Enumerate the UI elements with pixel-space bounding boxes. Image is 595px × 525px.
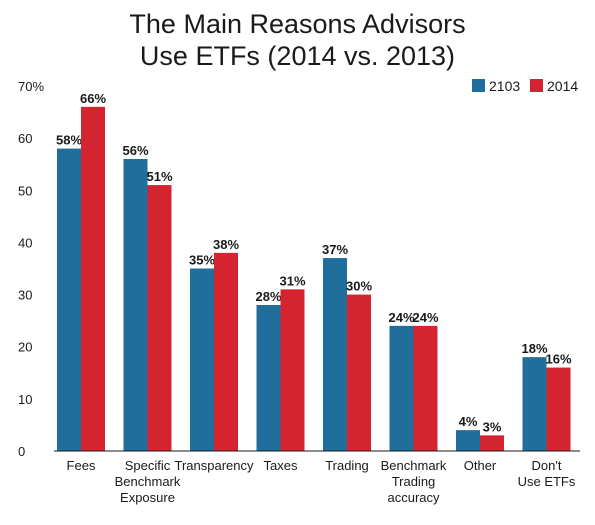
bar-series-a <box>323 258 347 451</box>
category-label: Don't Use ETFs <box>518 458 576 489</box>
y-tick-label: 0 <box>18 444 25 459</box>
data-label: 37% <box>322 242 348 257</box>
bar-series-b <box>280 289 305 451</box>
bar-series-b <box>81 106 105 451</box>
data-label: 51% <box>146 169 172 184</box>
data-label: 18% <box>521 341 547 356</box>
category-label-line: Use ETFs <box>518 474 576 489</box>
data-label: 16% <box>545 352 571 367</box>
legend-swatch-series-a <box>472 79 485 92</box>
bar-series-b <box>480 435 504 451</box>
data-label: 66% <box>80 91 106 106</box>
y-tick-label: 40 <box>18 235 32 250</box>
chart-title-line-1: The Main Reasons Advisors <box>129 9 466 39</box>
y-tick-label: 70% <box>18 79 44 94</box>
category-label-line: Transparency <box>175 458 254 473</box>
bar-series-a <box>123 159 148 451</box>
y-tick-label: 60 <box>18 131 32 146</box>
bar-series-b <box>214 252 238 451</box>
data-label: 56% <box>122 143 148 158</box>
legend-swatch-series-b <box>530 79 543 92</box>
legend-label: 2103 <box>489 78 520 94</box>
category-label: Trading <box>325 458 369 473</box>
bar-series-a <box>522 357 547 451</box>
data-label: 24% <box>388 310 414 325</box>
category-label-line: Specific <box>125 458 171 473</box>
data-label: 28% <box>255 289 281 304</box>
y-tick-label: 50 <box>18 183 32 198</box>
bar-series-b <box>413 325 438 451</box>
category-label-line: Benchmark <box>115 474 181 489</box>
bar-series-b <box>147 185 172 452</box>
chart-title-line-2: Use ETFs (2014 vs. 2013) <box>139 41 456 71</box>
chart-title: The Main Reasons Advisors Use ETFs (2014… <box>0 8 595 72</box>
bar-series-a <box>190 268 214 451</box>
category-label-line: accuracy <box>387 490 440 505</box>
category-label-line: Trading <box>392 474 436 489</box>
bar-series-b <box>546 367 571 451</box>
category-label: Benchmark Trading accuracy <box>381 458 447 505</box>
category-label: Fees <box>67 458 96 473</box>
data-label: 58% <box>56 133 82 148</box>
category-label-line: Other <box>464 458 497 473</box>
data-label: 35% <box>189 253 215 268</box>
bar-series-a <box>389 325 414 451</box>
y-tick-label: 20 <box>18 340 32 355</box>
category-label-line: Don't <box>532 458 562 473</box>
bar-series-a <box>456 430 480 451</box>
bar-series-a <box>57 148 81 452</box>
data-label: 30% <box>346 279 372 294</box>
data-label: 24% <box>412 310 438 325</box>
category-label: Specific Benchmark Exposure <box>115 458 181 505</box>
legend-label: 2014 <box>547 78 578 94</box>
category-label-line: Taxes <box>264 458 298 473</box>
category-label: Other <box>464 458 497 473</box>
y-tick-label: 30 <box>18 288 32 303</box>
data-label: 3% <box>483 419 502 434</box>
data-label: 31% <box>279 273 305 288</box>
data-label: 4% <box>459 414 478 429</box>
category-label-line: Fees <box>67 458 96 473</box>
category-label-line: Trading <box>325 458 369 473</box>
category-label-line: Exposure <box>120 490 175 505</box>
category-label: Taxes <box>264 458 298 473</box>
bar-series-a <box>256 305 281 451</box>
bar-series-b <box>347 294 371 451</box>
y-tick-label: 10 <box>18 392 32 407</box>
category-label: Transparency <box>175 458 254 473</box>
category-label-line: Benchmark <box>381 458 447 473</box>
data-label: 38% <box>213 237 239 252</box>
